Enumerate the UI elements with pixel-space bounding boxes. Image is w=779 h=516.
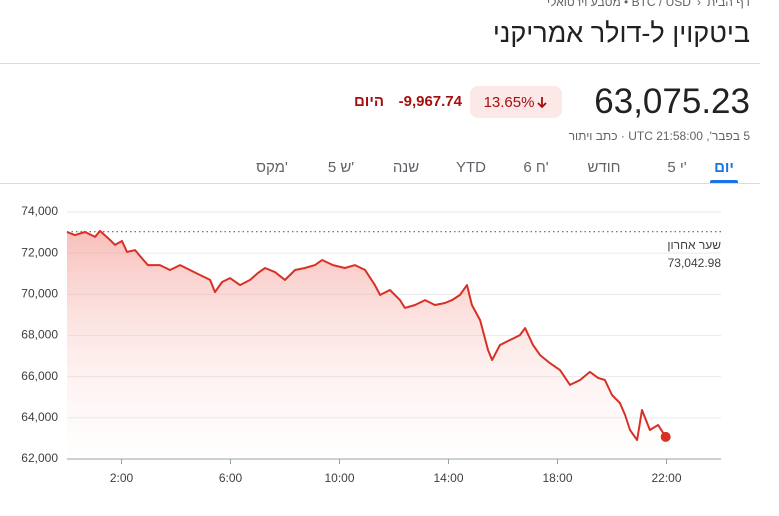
y-tick-label: 70,000 [21, 287, 58, 301]
separator: ‹ [696, 0, 701, 9]
range-tab[interactable]: שנה [392, 159, 420, 176]
range-tab[interactable]: יום [714, 159, 734, 176]
reference-name: שער אחרון [667, 238, 721, 252]
range-tab[interactable]: 6 ח' [523, 159, 549, 176]
change-percent: 13.65% [483, 93, 535, 111]
timestamp-text: 5 בפבר', UTC 21:58:00 [628, 129, 750, 143]
breadcrumb-link[interactable]: דף הבית [706, 0, 750, 9]
line [66, 229, 667, 442]
x-tick-label: 14:00 [433, 471, 463, 485]
divider [0, 183, 760, 184]
divider [0, 63, 760, 64]
y-tick-label: 64,000 [21, 410, 58, 424]
y-tick-label: 66,000 [21, 369, 58, 383]
timestamp: 5 בפבר', UTC 21:58:00 · כתב ויתור [568, 129, 750, 143]
range-tab[interactable]: YTD [456, 159, 486, 176]
y-tick-label: 68,000 [21, 328, 58, 342]
reference-value: 73,042.98 [668, 256, 722, 270]
x-tick-label: 22:00 [651, 471, 681, 485]
breadcrumb: דף הבית‹BTC / USD • מטבע וירטואלי [547, 0, 750, 9]
x-tick-label: 10:00 [324, 471, 354, 485]
range-tab[interactable]: 5 ש' [327, 159, 355, 176]
y-tick-label: 74,000 [21, 204, 58, 218]
x-tick-label: 2:00 [110, 471, 134, 485]
breadcrumb-link[interactable]: BTC / USD [631, 0, 691, 9]
range-tab[interactable]: חודש [587, 159, 621, 176]
last-point [660, 431, 671, 442]
y-tick-label: 62,000 [21, 451, 58, 465]
down-arrow [537, 97, 548, 109]
change-period: היום [354, 93, 384, 110]
x-tick-label: 6:00 [219, 471, 243, 485]
disclaimer-link[interactable]: כתב ויתור [568, 129, 618, 143]
range-tab[interactable]: מקס' [256, 159, 288, 176]
change-value: -9,967.74 [398, 93, 462, 110]
price: 63,075.23 [594, 82, 750, 121]
page-title: ביטקוין ל-דולר אמריקני [492, 18, 750, 48]
x-tick-label: 18:00 [542, 471, 572, 485]
area [67, 230, 666, 459]
range-tab[interactable]: 5 י' [667, 159, 687, 176]
y-tick-label: 72,000 [21, 245, 58, 259]
selected-tab-indicator [710, 180, 738, 183]
breadcrumb-text: מטבע וירטואלי [547, 0, 621, 9]
change-badge: 13.65% [470, 86, 562, 118]
